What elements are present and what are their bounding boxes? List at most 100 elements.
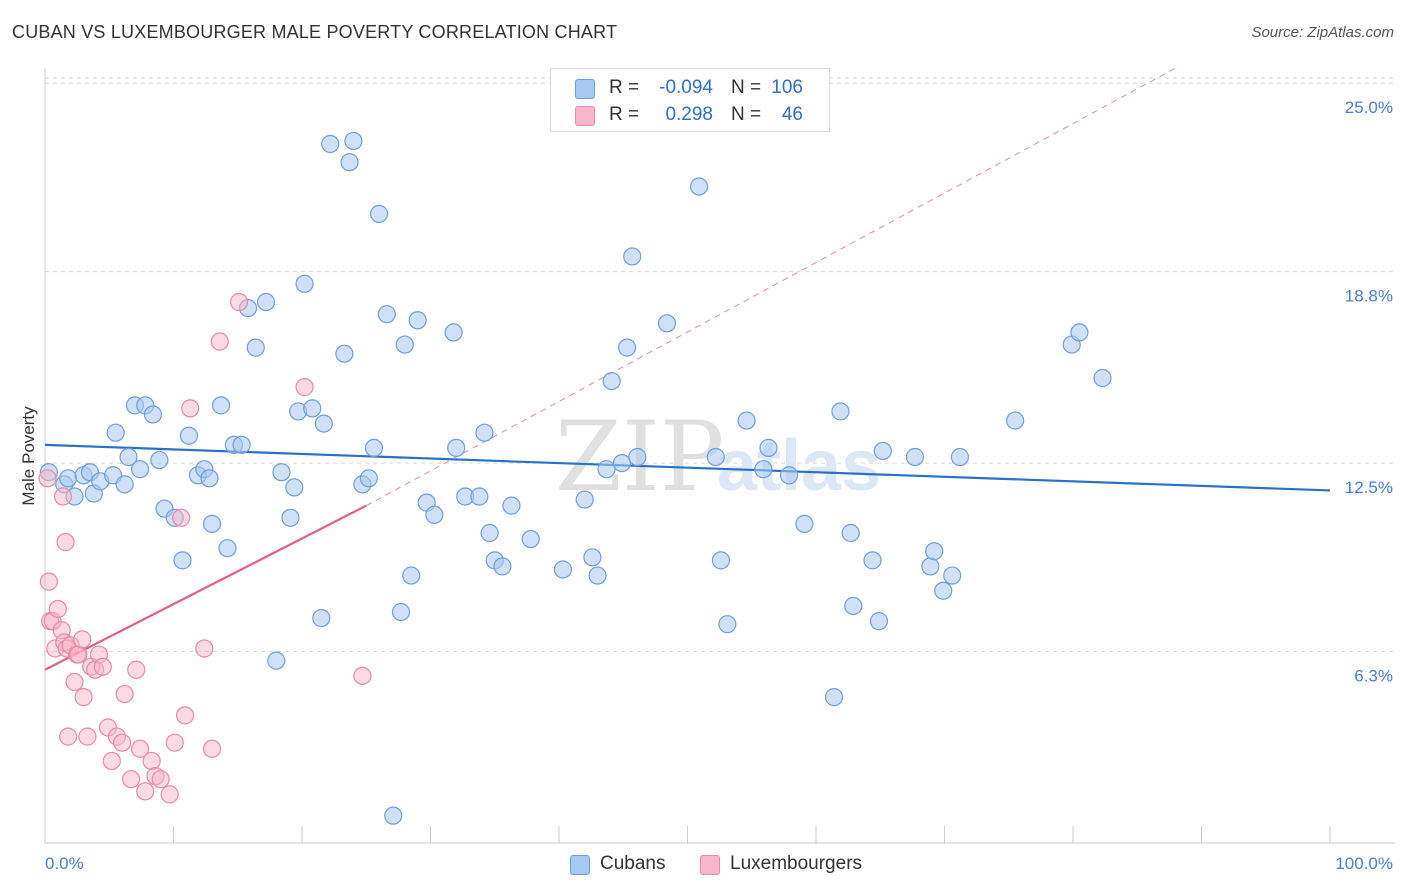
- data-point-luxembourgers: [151, 770, 170, 789]
- y-axis-label: Male Poverty: [19, 406, 38, 506]
- data-point-cubans: [179, 426, 199, 445]
- data-point-cubans: [340, 153, 359, 172]
- data-point-cubans: [480, 523, 499, 543]
- trend-line-luxembourgers: [44, 504, 367, 671]
- data-point-cubans: [106, 423, 125, 442]
- data-point-cubans: [869, 612, 889, 631]
- data-point-cubans: [588, 566, 607, 585]
- axes: [44, 68, 1395, 844]
- y-tick-label: 12.5%: [1345, 478, 1393, 497]
- data-point-cubans: [795, 514, 814, 533]
- legend-swatch-cubans: [575, 79, 595, 99]
- bottom-legend-label-cubans: Cubans: [600, 853, 666, 874]
- data-point-cubans: [718, 615, 737, 634]
- y-tick-label: 25.0%: [1345, 98, 1393, 117]
- data-point-cubans: [521, 529, 540, 549]
- data-point-cubans: [657, 314, 677, 333]
- data-point-cubans: [502, 496, 521, 515]
- legend-swatch-luxembourgers: [575, 106, 595, 126]
- data-point-cubans: [402, 566, 421, 585]
- data-point-luxembourgers: [181, 399, 200, 418]
- data-point-cubans: [119, 447, 138, 467]
- data-point-cubans: [364, 438, 384, 458]
- data-point-cubans: [1070, 323, 1089, 342]
- data-point-cubans: [314, 414, 333, 433]
- data-point-cubans: [1093, 368, 1112, 388]
- y-tick-label: 6.3%: [1354, 667, 1393, 686]
- data-point-luxembourgers: [69, 645, 88, 664]
- data-point-cubans: [824, 688, 844, 707]
- legend-r-label: R =: [609, 77, 640, 98]
- data-point-cubans: [583, 548, 602, 567]
- data-point-luxembourgers: [130, 739, 150, 758]
- data-point-luxembourgers: [115, 684, 134, 704]
- data-point-cubans: [575, 490, 594, 509]
- data-point-cubans: [470, 487, 489, 506]
- data-point-cubans: [425, 505, 444, 524]
- data-point-cubans: [553, 560, 572, 579]
- data-point-cubans: [384, 806, 403, 825]
- data-point-cubans: [303, 399, 322, 418]
- data-point-cubans: [779, 466, 799, 485]
- data-point-cubans: [841, 523, 860, 543]
- data-point-cubans: [934, 581, 953, 600]
- legend: R = -0.094 N = 106 R = 0.298 N = 46: [550, 68, 830, 132]
- data-point-cubans: [925, 542, 944, 561]
- data-point-cubans: [475, 423, 494, 442]
- data-point-cubans: [408, 311, 427, 330]
- data-point-cubans: [377, 305, 396, 324]
- data-point-luxembourgers: [210, 332, 229, 351]
- data-point-cubans: [711, 551, 731, 570]
- data-point-cubans: [597, 460, 616, 479]
- data-point-luxembourgers: [172, 508, 191, 527]
- data-point-cubans: [1006, 411, 1025, 430]
- bottom-legend-swatch-luxembourgers: [700, 855, 720, 875]
- data-point-cubans: [844, 596, 863, 616]
- data-point-cubans: [395, 335, 414, 354]
- data-point-cubans: [359, 469, 378, 488]
- data-point-cubans: [232, 435, 251, 454]
- legend-r-label: R =: [609, 104, 640, 125]
- data-point-cubans: [312, 608, 331, 628]
- tick-labels: 6.3% 12.5% 18.8% 25.0% 0.0% 100.0% Male Povert…: [19, 98, 1393, 873]
- data-point-cubans: [612, 453, 632, 473]
- y-tick-label: 18.8%: [1345, 287, 1393, 306]
- data-point-cubans: [873, 441, 892, 461]
- data-point-cubans: [737, 411, 756, 430]
- watermark: ZIP atlas: [555, 401, 881, 513]
- data-point-luxembourgers: [112, 733, 132, 752]
- data-point-cubans: [493, 557, 512, 576]
- legend-n-label: N =: [731, 104, 762, 125]
- data-point-cubans: [218, 539, 237, 558]
- data-point-cubans: [285, 478, 304, 497]
- bottom-legend: Cubans Luxembourgers: [0, 852, 1406, 878]
- data-point-cubans: [950, 447, 970, 467]
- data-point-luxembourgers: [142, 751, 161, 771]
- watermark-atlas: atlas: [717, 426, 881, 506]
- data-point-cubans: [623, 247, 642, 266]
- legend-r-value: 0.298: [665, 104, 713, 125]
- data-point-cubans: [211, 396, 231, 415]
- data-point-cubans: [921, 557, 940, 576]
- legend-n-value: 46: [781, 104, 803, 125]
- legend-r-value: -0.094: [659, 77, 713, 98]
- x-tick-label-min: 0.0%: [45, 854, 84, 873]
- data-point-luxembourgers: [93, 657, 112, 676]
- legend-n-label: N =: [731, 77, 762, 98]
- data-point-luxembourgers: [74, 688, 93, 707]
- data-point-luxembourgers: [165, 733, 184, 752]
- data-point-luxembourgers: [39, 572, 58, 591]
- data-point-luxembourgers: [295, 378, 314, 397]
- data-point-luxembourgers: [102, 751, 121, 771]
- data-point-cubans: [202, 514, 222, 533]
- data-point-cubans: [130, 460, 150, 479]
- data-point-luxembourgers: [353, 666, 372, 685]
- data-point-cubans: [295, 274, 314, 293]
- data-point-cubans: [602, 371, 621, 391]
- chart-title: CUBAN VS LUXEMBOURGER MALE POVERTY CORRE…: [12, 22, 618, 42]
- data-point-luxembourgers: [48, 599, 67, 619]
- source-label: Source: ZipAtlas.com: [1251, 24, 1394, 41]
- data-point-cubans: [754, 460, 773, 479]
- trend-line-cubans: [44, 443, 1331, 492]
- data-point-cubans: [143, 405, 163, 424]
